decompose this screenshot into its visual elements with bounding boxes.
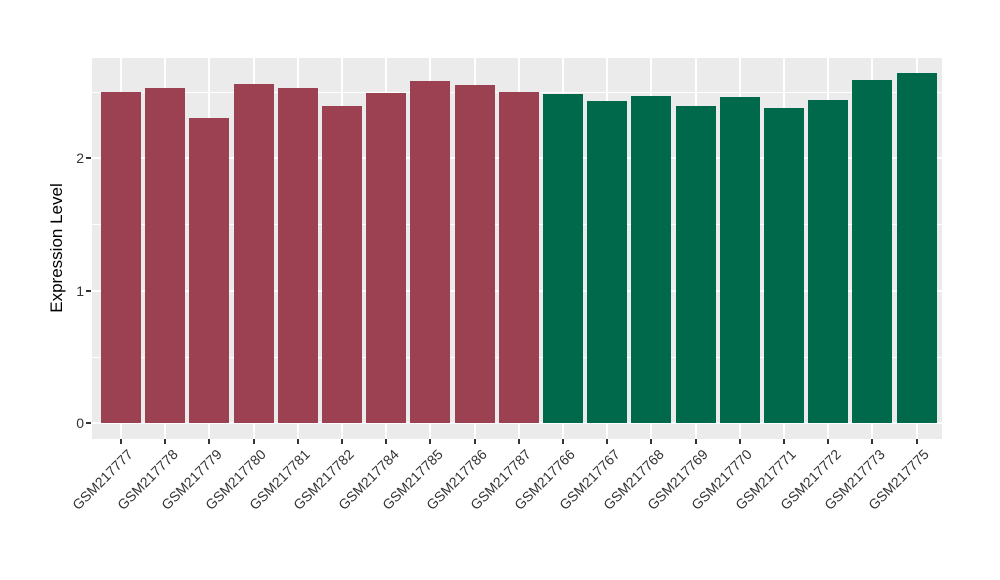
y-tick (86, 289, 91, 292)
y-tick-label: 2 (76, 150, 84, 166)
y-tick-label: 0 (76, 415, 84, 431)
x-tick (827, 439, 830, 444)
bar-GSM217771 (764, 107, 804, 423)
bar-GSM217775 (896, 73, 937, 423)
bar-GSM217787 (498, 91, 539, 423)
bar-GSM217784 (366, 93, 407, 423)
y-tick (86, 157, 91, 159)
x-tick (296, 439, 299, 444)
x-tick (694, 439, 697, 444)
x-tick (783, 439, 785, 444)
y-tick-label: 1 (76, 282, 84, 299)
bar-GSM217766 (543, 94, 583, 423)
x-tick (385, 439, 388, 444)
bar-GSM217777 (101, 91, 141, 423)
plot-panel (92, 58, 942, 439)
y-tick (86, 422, 91, 424)
x-tick (562, 439, 564, 444)
x-tick (871, 439, 874, 444)
gridline-horizontal-major (92, 422, 942, 424)
bar-GSM217773 (852, 79, 893, 423)
x-tick (738, 439, 741, 444)
bar-GSM217782 (322, 106, 362, 423)
bar-GSM217781 (277, 87, 318, 423)
x-tick (429, 439, 432, 444)
x-tick (341, 439, 343, 444)
x-tick (915, 439, 918, 444)
bar-GSM217770 (719, 97, 760, 423)
x-tick (473, 439, 476, 444)
bar-GSM217779 (189, 118, 230, 423)
bar-GSM217778 (145, 87, 186, 423)
bar-GSM217780 (233, 83, 274, 423)
bar-GSM217772 (808, 99, 849, 423)
x-tick (606, 439, 609, 444)
x-tick (252, 439, 255, 444)
bar-GSM217768 (631, 95, 672, 423)
x-tick (208, 439, 211, 444)
bar-GSM217786 (454, 85, 495, 423)
bar-GSM217769 (675, 106, 716, 423)
bar-GSM217767 (587, 101, 628, 423)
x-tick (650, 439, 653, 444)
x-tick (517, 439, 520, 444)
bar-GSM217785 (410, 81, 451, 423)
x-tick (164, 439, 167, 444)
x-tick (120, 439, 122, 444)
